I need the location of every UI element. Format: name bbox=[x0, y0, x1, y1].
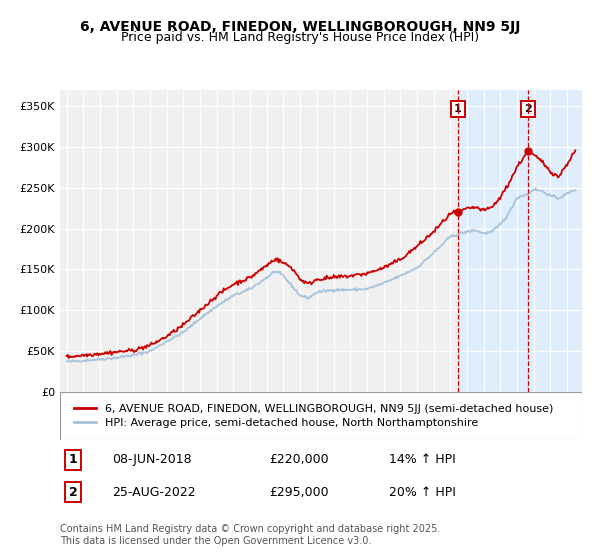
Text: 25-AUG-2022: 25-AUG-2022 bbox=[112, 486, 196, 499]
Bar bbox=[458, 90, 582, 392]
Legend: 6, AVENUE ROAD, FINEDON, WELLINGBOROUGH, NN9 5JJ (semi-detached house), HPI: Ave: 6, AVENUE ROAD, FINEDON, WELLINGBOROUGH,… bbox=[71, 401, 557, 431]
Text: 08-JUN-2018: 08-JUN-2018 bbox=[112, 453, 192, 466]
Text: 1: 1 bbox=[68, 453, 77, 466]
Text: 14% ↑ HPI: 14% ↑ HPI bbox=[389, 453, 455, 466]
FancyBboxPatch shape bbox=[60, 392, 582, 440]
Text: 6, AVENUE ROAD, FINEDON, WELLINGBOROUGH, NN9 5JJ: 6, AVENUE ROAD, FINEDON, WELLINGBOROUGH,… bbox=[80, 20, 520, 34]
Text: 1: 1 bbox=[454, 104, 461, 114]
Text: £295,000: £295,000 bbox=[269, 486, 328, 499]
Text: 2: 2 bbox=[68, 486, 77, 499]
Text: Contains HM Land Registry data © Crown copyright and database right 2025.
This d: Contains HM Land Registry data © Crown c… bbox=[60, 524, 440, 546]
Text: 2: 2 bbox=[524, 104, 532, 114]
Text: £220,000: £220,000 bbox=[269, 453, 328, 466]
Text: Price paid vs. HM Land Registry's House Price Index (HPI): Price paid vs. HM Land Registry's House … bbox=[121, 31, 479, 44]
Text: 20% ↑ HPI: 20% ↑ HPI bbox=[389, 486, 456, 499]
